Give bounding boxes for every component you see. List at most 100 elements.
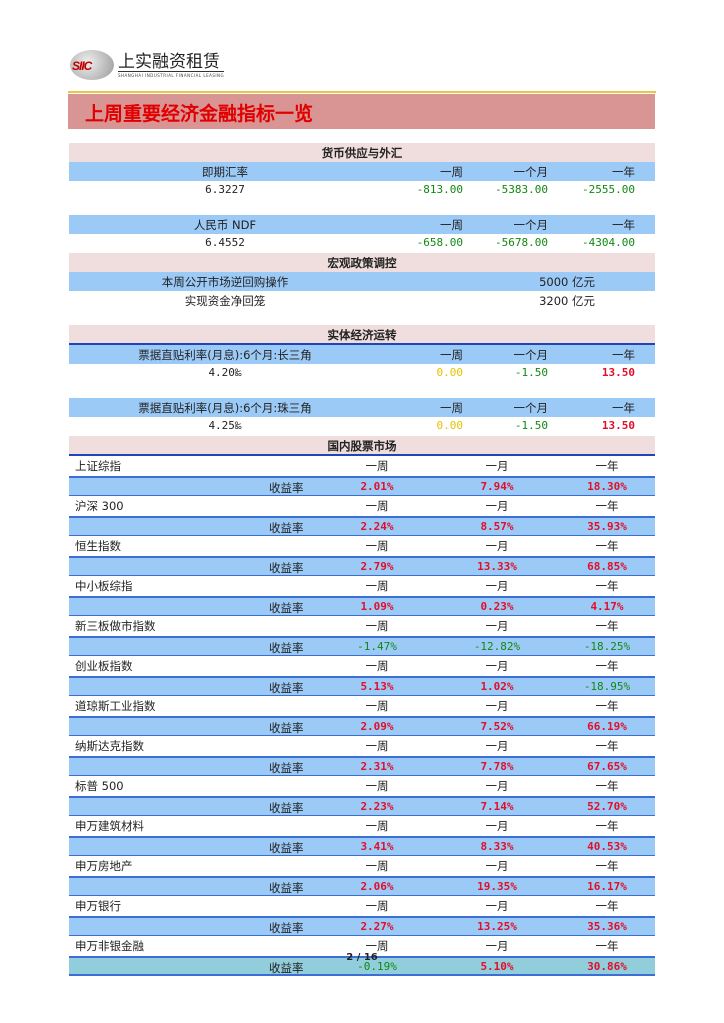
indicator-header-row: 票据直贴利率(月息):6个月:珠三角 一周 一个月 一年 bbox=[69, 398, 655, 417]
return-value: 19.35% bbox=[477, 880, 517, 893]
return-label: 收益率 bbox=[269, 841, 304, 855]
period-header: 一周 bbox=[365, 899, 389, 913]
return-label: 收益率 bbox=[269, 641, 304, 655]
period-header: 一个月 bbox=[513, 218, 549, 232]
period-header: 一周 bbox=[440, 401, 463, 415]
stock-return-row: 收益率 5.13% 1.02% -18.95% bbox=[69, 676, 655, 696]
return-value: 2.27% bbox=[360, 920, 394, 933]
return-value: 7.78% bbox=[480, 760, 514, 773]
return-label: 收益率 bbox=[269, 481, 304, 495]
return-value: 7.94% bbox=[480, 480, 514, 493]
return-value: 7.14% bbox=[480, 800, 514, 813]
period-header: 一年 bbox=[595, 859, 619, 873]
siic-logo-mark: SIIC bbox=[70, 50, 114, 80]
return-value: 8.57% bbox=[480, 520, 514, 533]
period-header: 一年 bbox=[595, 539, 619, 553]
period-header: 一周 bbox=[365, 619, 389, 633]
change-value: 0.00 bbox=[436, 366, 464, 379]
change-value: -1.50 bbox=[514, 366, 548, 379]
stock-return-row: 收益率 2.01% 7.94% 18.30% bbox=[69, 476, 655, 496]
section-header-stocks: 国内股票市场 bbox=[69, 436, 655, 456]
return-value: 40.53% bbox=[587, 840, 627, 853]
period-header: 一月 bbox=[485, 779, 509, 793]
period-header: 一月 bbox=[485, 659, 509, 673]
stock-name-row: 恒生指数 一周 一月 一年 bbox=[69, 536, 655, 556]
return-value: 2.79% bbox=[360, 560, 394, 573]
stock-index-name: 新三板做市指数 bbox=[75, 619, 156, 633]
return-value: -1.47% bbox=[357, 640, 397, 653]
section-title: 实体经济运转 bbox=[327, 328, 397, 342]
return-value: 13.25% bbox=[477, 920, 517, 933]
stock-name-row: 纳斯达克指数 一周 一月 一年 bbox=[69, 736, 655, 756]
period-header: 一周 bbox=[440, 218, 463, 232]
macro-label: 本周公开市场逆回购操作 bbox=[161, 275, 289, 289]
return-value: 5.10% bbox=[480, 960, 514, 973]
stock-name-row: 道琼斯工业指数 一周 一月 一年 bbox=[69, 696, 655, 716]
period-header: 一周 bbox=[365, 739, 389, 753]
period-header: 一年 bbox=[595, 499, 619, 513]
return-label: 收益率 bbox=[269, 801, 304, 815]
indicator-header-row: 票据直贴利率(月息):6个月:长三角 一周 一个月 一年 bbox=[69, 345, 655, 364]
return-value: 0.23% bbox=[480, 600, 514, 613]
period-header: 一年 bbox=[612, 218, 635, 232]
stock-return-row: 收益率 1.09% 0.23% 4.17% bbox=[69, 596, 655, 616]
return-label: 收益率 bbox=[269, 721, 304, 735]
stock-index-name: 沪深 300 bbox=[75, 499, 124, 513]
period-header: 一周 bbox=[365, 459, 389, 473]
stock-return-row: 收益率 2.23% 7.14% 52.70% bbox=[69, 796, 655, 816]
indicator-value-row: 6.4552 -658.00 -5678.00 -4304.00 bbox=[69, 234, 655, 253]
period-header: 一周 bbox=[365, 539, 389, 553]
change-value: -5383.00 bbox=[495, 183, 548, 196]
period-header: 一月 bbox=[485, 459, 509, 473]
change-value: -5678.00 bbox=[495, 236, 548, 249]
logo-chinese-name: 上实融资租赁 bbox=[118, 53, 225, 72]
period-header: 一年 bbox=[595, 579, 619, 593]
stock-index-name: 标普 500 bbox=[75, 779, 124, 793]
stock-return-row: 收益率 -1.47% -12.82% -18.25% bbox=[69, 636, 655, 656]
indicator-header-row: 人民币 NDF 一周 一个月 一年 bbox=[69, 215, 655, 234]
return-label: 收益率 bbox=[269, 681, 304, 695]
logo-mark-text: SIIC bbox=[72, 59, 92, 73]
return-value: 2.06% bbox=[360, 880, 394, 893]
spacer bbox=[69, 200, 655, 215]
logo-english-name: SHANGHAI INDUSTRIAL FINANCIAL LEASING bbox=[118, 72, 225, 78]
period-header: 一个月 bbox=[513, 348, 549, 362]
period-header: 一月 bbox=[485, 539, 509, 553]
section-title: 货币供应与外汇 bbox=[321, 146, 403, 160]
period-header: 一年 bbox=[595, 659, 619, 673]
return-value: 68.85% bbox=[587, 560, 627, 573]
indicator-table: 货币供应与外汇 即期汇率 一周 一个月 一年 6.3227 -813.00 -5383.00-… bbox=[69, 143, 655, 976]
period-header: 一年 bbox=[612, 348, 635, 362]
section-title: 宏观政策调控 bbox=[327, 256, 397, 270]
return-value: 5.13% bbox=[360, 680, 394, 693]
return-value: 3.41% bbox=[360, 840, 394, 853]
page-number: 2 / 16 bbox=[346, 952, 378, 963]
return-value: 35.36% bbox=[587, 920, 627, 933]
stock-index-name: 申万非银金融 bbox=[75, 939, 144, 953]
stock-return-row: 收益率 2.09% 7.52% 66.19% bbox=[69, 716, 655, 736]
stock-index-name: 申万银行 bbox=[75, 899, 121, 913]
indicator-name: 即期汇率 bbox=[202, 165, 248, 179]
stock-name-row: 申万非银金融 一周 一月 一年 bbox=[69, 936, 655, 956]
period-header: 一周 bbox=[365, 579, 389, 593]
return-value: -18.95% bbox=[583, 680, 631, 693]
period-header: 一个月 bbox=[513, 401, 549, 415]
title-bar: 上周重要经济金融指标一览 bbox=[68, 94, 655, 129]
change-value: -658.00 bbox=[416, 236, 463, 249]
indicator-value: 4.20‰ bbox=[208, 366, 242, 379]
return-value: 4.17% bbox=[590, 600, 624, 613]
stock-index-name: 创业板指数 bbox=[75, 659, 133, 673]
stock-index-name: 纳斯达克指数 bbox=[75, 739, 144, 753]
period-header: 一周 bbox=[365, 939, 389, 953]
period-header: 一周 bbox=[365, 779, 389, 793]
stock-name-row: 申万银行 一周 一月 一年 bbox=[69, 896, 655, 916]
period-header: 一月 bbox=[485, 499, 509, 513]
return-value: 2.01% bbox=[360, 480, 394, 493]
period-header: 一月 bbox=[485, 619, 509, 633]
change-value: 13.50 bbox=[601, 419, 635, 432]
indicator-value: 4.25‰ bbox=[208, 419, 242, 432]
stock-index-name: 申万房地产 bbox=[75, 859, 133, 873]
macro-value: 3200 亿元 bbox=[539, 294, 595, 308]
return-value: 7.52% bbox=[480, 720, 514, 733]
